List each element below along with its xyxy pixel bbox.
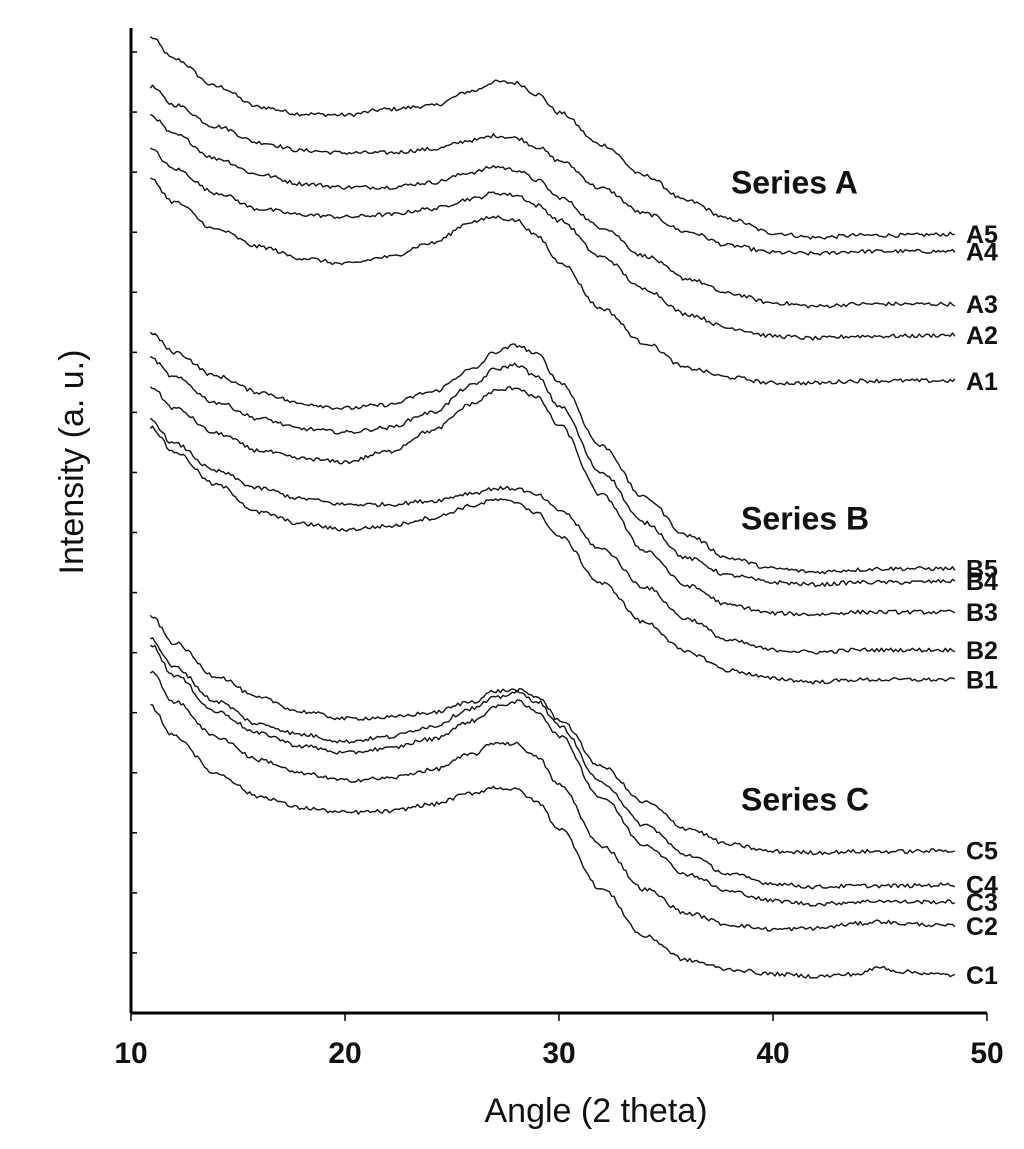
x-tick-label: 30 <box>542 1037 575 1070</box>
series-label-a2: A2 <box>966 322 998 350</box>
series-label-a4: A4 <box>966 238 998 266</box>
series-line-a1 <box>150 177 956 386</box>
series-line-c5 <box>149 614 956 856</box>
series-label-b1: B1 <box>966 667 998 695</box>
series-line-b1 <box>149 425 956 685</box>
y-axis-title: Intensity (a. u.) <box>53 350 91 575</box>
group-label-2: Series B <box>741 501 869 537</box>
series-line-c2 <box>149 670 956 932</box>
series-label-c3: C3 <box>966 889 998 917</box>
series-label-c1: C1 <box>966 962 998 990</box>
series-label-c2: C2 <box>966 913 998 941</box>
x-tick-label: 40 <box>756 1037 789 1070</box>
x-tick-label: 10 <box>114 1037 147 1070</box>
group-label-3: Series C <box>741 781 869 817</box>
series-line-b2 <box>149 417 956 655</box>
series-label-c5: C5 <box>966 837 998 865</box>
series-label-b2: B2 <box>966 637 998 665</box>
series-label-a5: A5 <box>966 221 998 249</box>
series-label-b3: B3 <box>966 599 998 627</box>
series-label-c4: C4 <box>966 872 998 900</box>
series-line-a2 <box>149 147 956 341</box>
series-layer <box>149 35 956 979</box>
series-label-b4: B4 <box>966 568 998 596</box>
series-line-b5 <box>149 331 956 575</box>
series-label-a3: A3 <box>966 291 998 319</box>
series-line-a3 <box>149 113 956 309</box>
group-label-1: Series A <box>731 164 858 200</box>
axes-layer: 10 20 30 40 50 <box>114 28 1004 1070</box>
series-line-a4 <box>149 84 956 256</box>
series-line-a5 <box>149 35 955 240</box>
x-tick-label: 20 <box>328 1037 361 1070</box>
series-line-c4 <box>149 637 956 890</box>
x-axis-title: Angle (2 theta) <box>484 1092 707 1130</box>
series-line-c1 <box>150 704 956 979</box>
series-line-b3 <box>149 386 956 617</box>
series-label-a1: A1 <box>966 368 998 396</box>
series-line-b4 <box>149 355 956 588</box>
series-label-b5: B5 <box>966 556 998 584</box>
x-tick-label: 50 <box>970 1037 1003 1070</box>
series-line-c3 <box>149 644 956 907</box>
